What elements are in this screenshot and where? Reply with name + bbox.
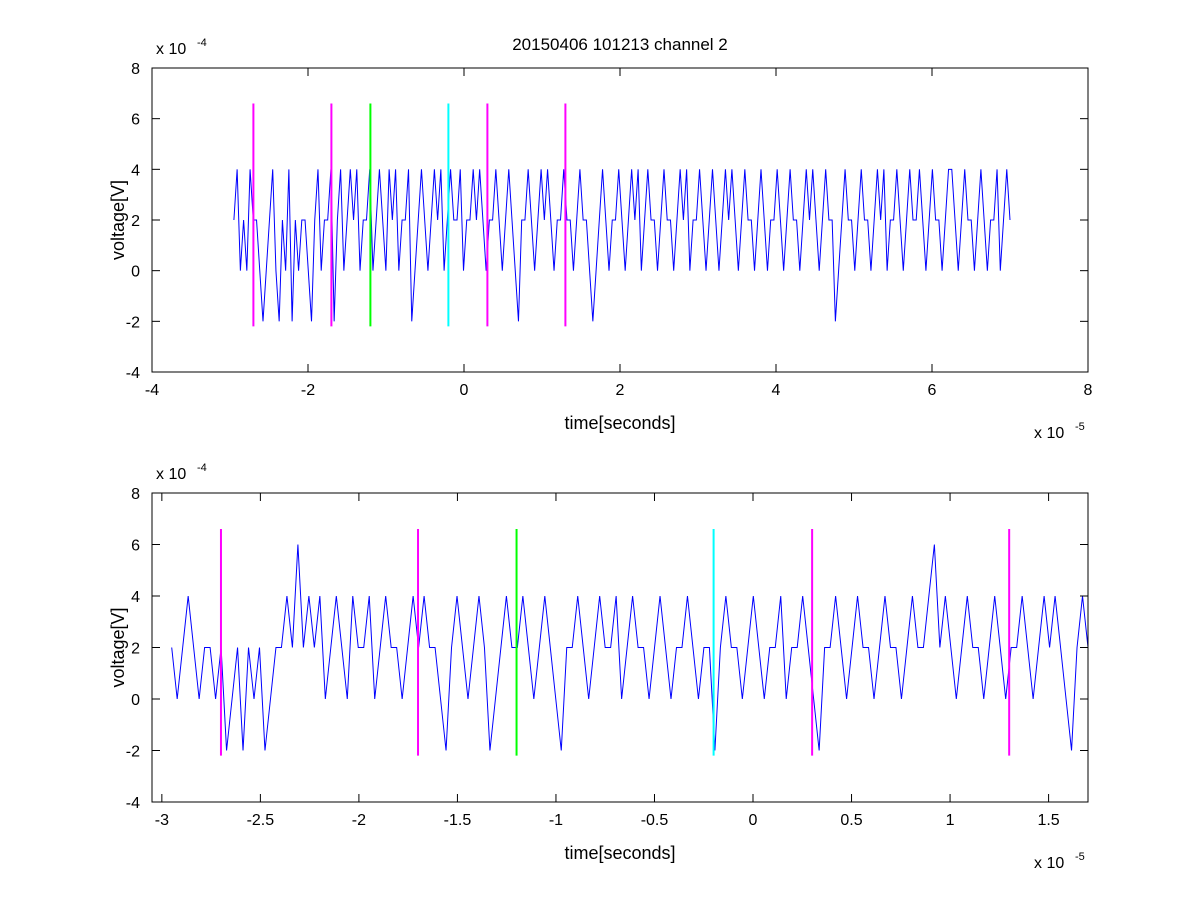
- y-exponent-power: -4: [197, 462, 207, 474]
- y-tick-label: -4: [126, 365, 140, 382]
- x-tick-label: -1.5: [444, 812, 472, 829]
- axes-box: [151, 67, 1089, 373]
- top-axes: -4 -2 0 2 4 6 8 -4 -2 0 2 4 6 8 time[seconds] voltage[V…: [108, 37, 1093, 442]
- x-tick-label: -4: [145, 382, 159, 399]
- y-tick-label: -4: [126, 795, 140, 812]
- y-exponent-base: x 10: [156, 466, 186, 483]
- plot-area: [171, 529, 1088, 756]
- y-tick-label: -2: [126, 744, 140, 761]
- x-tick-label: 6: [928, 382, 937, 399]
- x-tick-label: 2: [616, 382, 625, 399]
- y-axis-label: voltage[V]: [108, 607, 128, 687]
- x-tick-label: 0: [460, 382, 469, 399]
- x-exponent-power: -5: [1075, 421, 1085, 433]
- x-tick-label: 1: [946, 812, 955, 829]
- chart-title: 20150406 101213 channel 2: [512, 35, 728, 54]
- y-axis-label: voltage[V]: [108, 180, 128, 260]
- x-tick-label: 0.5: [840, 812, 862, 829]
- y-tick-label: 8: [131, 486, 140, 503]
- x-tick-label: -0.5: [641, 812, 669, 829]
- x-tick-label: 8: [1084, 382, 1093, 399]
- y-exponent-power: -4: [197, 37, 207, 49]
- y-tick-label: 6: [131, 538, 140, 555]
- y-tick-label: 4: [131, 162, 140, 179]
- x-axis-label: time[seconds]: [564, 843, 675, 863]
- x-tick-label: -2.5: [247, 812, 275, 829]
- y-tick-label: 6: [131, 112, 140, 129]
- x-tick-label: -2: [301, 382, 315, 399]
- y-tick-label: 0: [131, 692, 140, 709]
- x-tick-label: 0: [749, 812, 758, 829]
- bottom-axes: -3 -2.5 -2 -1.5 -1 -0.5 0 0.5 1 1.5 -4 -2 0 2 4 6 8 time[…: [108, 462, 1089, 872]
- x-tick-label: -3: [155, 812, 169, 829]
- x-exponent-base: x 10: [1034, 855, 1064, 872]
- voltage-series-line: [233, 168, 1011, 322]
- y-tick-label: 2: [131, 641, 140, 658]
- x-axis-label: time[seconds]: [564, 413, 675, 433]
- x-tick-label: 1.5: [1037, 812, 1059, 829]
- x-tick-label: 4: [772, 382, 781, 399]
- y-tick-label: -2: [126, 314, 140, 331]
- y-exponent-base: x 10: [156, 41, 186, 58]
- x-tick-label: -1: [549, 812, 563, 829]
- y-tick-label: 2: [131, 213, 140, 230]
- x-exponent-power: -5: [1075, 851, 1085, 863]
- voltage-series-line: [171, 544, 1088, 751]
- y-tick-label: 4: [131, 589, 140, 606]
- y-tick-label: 8: [131, 61, 140, 78]
- x-exponent-base: x 10: [1034, 425, 1064, 442]
- x-tick-label: -2: [352, 812, 366, 829]
- plot-area: [233, 103, 1011, 327]
- y-tick-label: 0: [131, 264, 140, 281]
